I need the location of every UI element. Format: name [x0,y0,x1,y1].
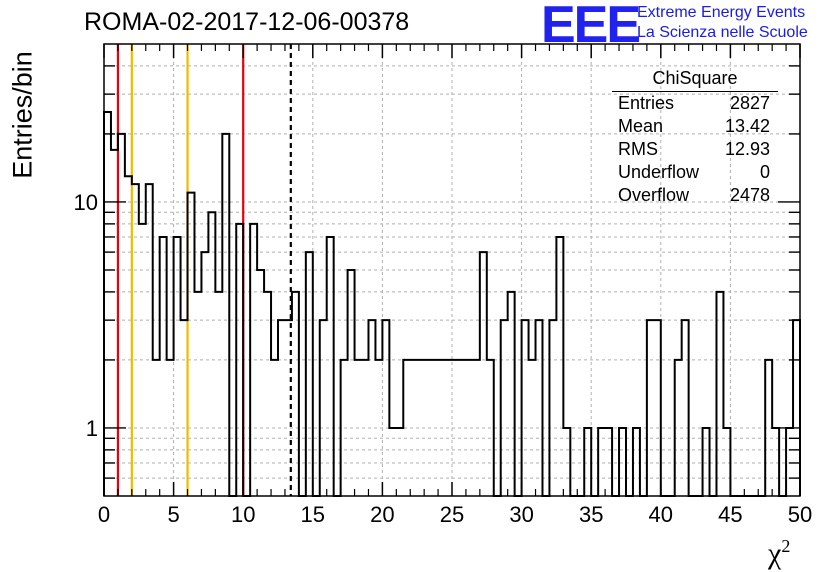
y-tick-label: 10 [74,190,98,215]
stats-value: 13.42 [724,116,770,136]
stats-value: 2478 [729,185,770,205]
x-tick-label: 0 [98,502,110,527]
x-tick-label: 15 [301,502,325,527]
stats-box-divider [612,91,778,92]
y-axis-label: Entries/bin [7,51,38,179]
x-axis-label-sup: 2 [781,536,791,556]
stats-value: 12.93 [724,139,770,159]
chart-title: ROMA-02-2017-12-06-00378 [84,8,410,36]
y-tick-label: 1 [86,416,98,441]
y-axis-label-box: Entries/bin [6,50,40,180]
stats-row-underflow: Underflow 0 [618,162,770,183]
stats-row-rms: RMS 12.93 [618,139,770,160]
x-tick-label: 40 [649,502,673,527]
x-tick-label: 20 [370,502,394,527]
stats-label: Entries [618,93,675,113]
stats-label: Overflow [618,185,690,205]
x-tick-label: 10 [231,502,255,527]
histogram-step-line [103,111,801,497]
grid [104,44,800,496]
stats-label: RMS [618,139,658,159]
stats-row-overflow: Overflow 2478 [618,185,770,206]
x-axis-label: χ2 [768,536,790,571]
axis-ticks: 0 5 10 15 20 25 30 35 40 45 50 1 10 [74,44,812,527]
x-tick-label: 50 [788,502,812,527]
stats-value: 2827 [729,93,770,113]
eee-logo: EEE [541,0,641,54]
stats-row-mean: Mean 13.42 [618,116,770,137]
stats-label: Mean [618,116,664,136]
x-tick-label: 45 [718,502,742,527]
stats-row-entries: Entries 2827 [618,93,770,114]
logo-line-2: La Scienza nelle Scuole [637,24,808,41]
stats-value: 0 [759,162,770,182]
x-tick-label: 5 [167,502,179,527]
x-tick-label: 30 [509,502,533,527]
x-tick-label: 35 [579,502,603,527]
x-axis-label-main: χ [768,537,782,570]
logo-line-1: Extreme Energy Events [637,4,806,21]
stats-box-title: ChiSquare [652,68,738,88]
stats-label: Underflow [618,162,700,182]
x-tick-label: 25 [440,502,464,527]
